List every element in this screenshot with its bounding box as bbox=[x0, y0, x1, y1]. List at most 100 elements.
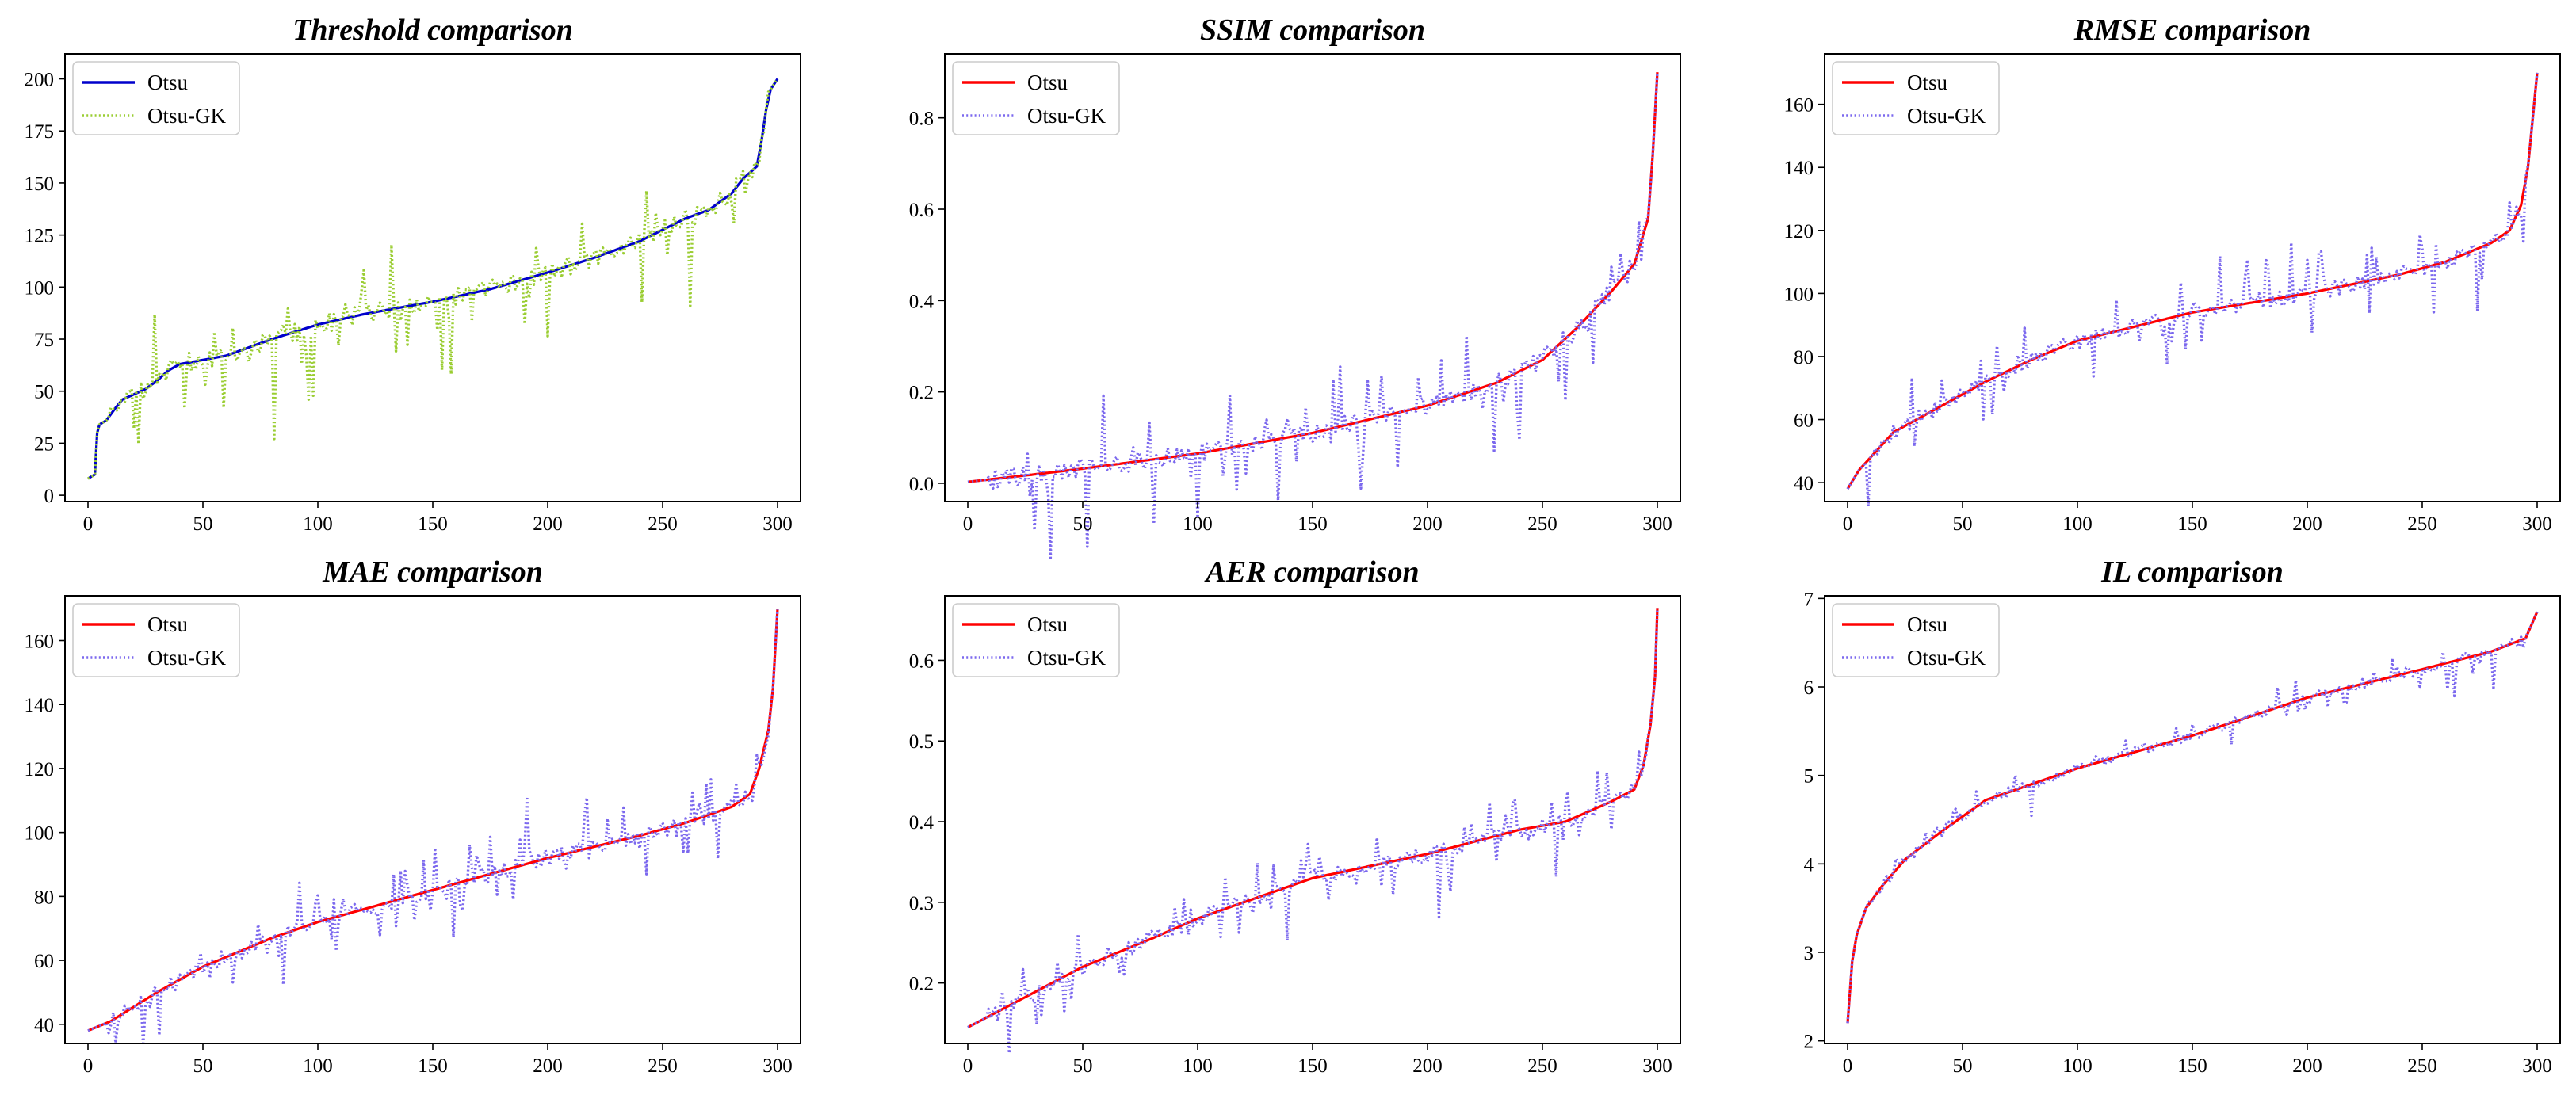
y-tick-label: 0.5 bbox=[909, 731, 934, 753]
x-tick-label: 250 bbox=[648, 513, 678, 535]
x-tick-label: 50 bbox=[193, 1055, 213, 1077]
y-tick-label: 2 bbox=[1804, 1032, 1814, 1053]
y-tick-label: 6 bbox=[1804, 677, 1814, 699]
x-tick-label: 100 bbox=[2062, 1055, 2093, 1077]
legend-label: Otsu bbox=[1027, 612, 1068, 636]
x-tick-label: 150 bbox=[2177, 1055, 2207, 1077]
x-tick-label: 200 bbox=[2292, 513, 2322, 535]
y-tick-label: 140 bbox=[1784, 158, 1814, 179]
y-tick-label: 25 bbox=[34, 433, 54, 455]
y-tick-label: 50 bbox=[34, 382, 54, 403]
x-tick-label: 50 bbox=[1953, 1055, 1973, 1077]
y-tick-label: 40 bbox=[1794, 473, 1814, 494]
x-tick-label: 300 bbox=[762, 1055, 793, 1077]
x-tick-label: 100 bbox=[303, 1055, 333, 1077]
x-tick-label: 0 bbox=[1843, 1055, 1853, 1077]
legend: Otsu Otsu-GK bbox=[952, 61, 1120, 135]
x-tick-label: 50 bbox=[1073, 1055, 1093, 1077]
legend: Otsu Otsu-GK bbox=[952, 603, 1120, 677]
legend-box bbox=[72, 61, 240, 135]
x-tick-label: 0 bbox=[963, 1055, 973, 1077]
y-tick-label: 0.8 bbox=[909, 109, 934, 130]
y-tick-label: 120 bbox=[25, 759, 55, 780]
series-line-otsu bbox=[87, 78, 779, 480]
y-tick-label: 100 bbox=[1784, 284, 1814, 305]
chart-title: AER comparison bbox=[1204, 555, 1419, 589]
x-tick-label: 0 bbox=[83, 1055, 94, 1077]
x-tick-label: 250 bbox=[1527, 513, 1557, 535]
x-tick-label: 50 bbox=[1953, 513, 1973, 535]
y-tick-label: 0.4 bbox=[909, 291, 934, 312]
x-tick-label: 150 bbox=[418, 1055, 448, 1077]
y-tick-label: 140 bbox=[25, 695, 55, 716]
y-tick-label: 40 bbox=[34, 1015, 54, 1036]
x-tick-label: 50 bbox=[193, 513, 213, 535]
chart-title: Threshold comparison bbox=[292, 13, 573, 47]
legend-label: Otsu bbox=[147, 612, 189, 636]
x-tick-label: 100 bbox=[303, 513, 333, 535]
series-line-otsu-gk bbox=[967, 72, 1659, 559]
y-tick-label: 80 bbox=[1794, 347, 1814, 368]
y-tick-label: 0 bbox=[44, 486, 55, 507]
y-tick-label: 160 bbox=[25, 631, 55, 653]
y-tick-label: 0.2 bbox=[909, 383, 934, 404]
subplot-aer: AER comparison 0 50 100 150 200 250 300 0.2 0.3 0.… bbox=[909, 555, 1681, 1077]
y-tick-label: 0.3 bbox=[909, 893, 934, 914]
y-tick-label: 4 bbox=[1804, 854, 1814, 876]
legend-label: Otsu bbox=[1027, 71, 1068, 94]
chart-title: SSIM comparison bbox=[1200, 13, 1425, 47]
legend-label: Otsu bbox=[1907, 612, 1948, 636]
y-tick-label: 100 bbox=[25, 823, 55, 845]
legend: Otsu Otsu-GK bbox=[72, 61, 240, 135]
legend-label: Otsu-GK bbox=[1907, 646, 1986, 670]
x-tick-label: 300 bbox=[1642, 1055, 1672, 1077]
series-line-otsu-gk bbox=[87, 78, 779, 480]
x-tick-label: 300 bbox=[1642, 513, 1672, 535]
y-tick-label: 7 bbox=[1804, 589, 1814, 610]
legend-box bbox=[1832, 61, 2000, 135]
x-tick-label: 250 bbox=[2407, 513, 2437, 535]
y-tick-label: 175 bbox=[25, 121, 55, 143]
series-line-otsu bbox=[1846, 72, 2539, 490]
legend-box bbox=[952, 603, 1120, 677]
subplot-ssim: SSIM comparison 0 50 100 150 200 250 300 0.0 0.2 0… bbox=[909, 13, 1681, 559]
legend-label: Otsu-GK bbox=[1907, 104, 1986, 128]
y-tick-label: 0.4 bbox=[909, 812, 934, 834]
x-tick-label: 200 bbox=[1412, 513, 1443, 535]
x-tick-label: 300 bbox=[2522, 513, 2552, 535]
chart-title: MAE comparison bbox=[322, 555, 543, 589]
x-tick-label: 0 bbox=[1843, 513, 1853, 535]
x-tick-label: 50 bbox=[1073, 513, 1093, 535]
x-tick-label: 150 bbox=[418, 513, 448, 535]
legend: Otsu Otsu-GK bbox=[1832, 61, 2000, 135]
subplot-mae: MAE comparison 0 50 100 150 200 250 300 40 60 80 10… bbox=[25, 555, 801, 1077]
legend-label: Otsu-GK bbox=[147, 104, 226, 128]
x-tick-label: 150 bbox=[1298, 513, 1328, 535]
legend: Otsu Otsu-GK bbox=[1832, 603, 2000, 677]
subplot-threshold: Threshold comparison 0 50 100 150 200 250 300 0 2… bbox=[25, 13, 801, 535]
x-tick-label: 100 bbox=[1183, 513, 1213, 535]
y-tick-label: 60 bbox=[1794, 410, 1814, 432]
legend: Otsu Otsu-GK bbox=[72, 603, 240, 677]
series-line-otsu bbox=[1846, 611, 2539, 1024]
x-tick-label: 250 bbox=[2407, 1055, 2437, 1077]
chart-title: IL comparison bbox=[2100, 555, 2284, 589]
x-tick-label: 0 bbox=[963, 513, 973, 535]
y-tick-label: 0.6 bbox=[909, 200, 934, 221]
legend-label: Otsu-GK bbox=[1027, 646, 1106, 670]
legend-box bbox=[952, 61, 1120, 135]
y-tick-label: 3 bbox=[1804, 943, 1814, 964]
y-tick-label: 150 bbox=[25, 174, 55, 195]
y-tick-label: 200 bbox=[25, 70, 55, 91]
x-tick-label: 250 bbox=[1527, 1055, 1557, 1077]
x-tick-label: 300 bbox=[2522, 1055, 2552, 1077]
x-tick-label: 0 bbox=[83, 513, 94, 535]
y-tick-label: 120 bbox=[1784, 221, 1814, 242]
x-tick-label: 150 bbox=[1298, 1055, 1328, 1077]
y-tick-label: 0.6 bbox=[909, 651, 934, 672]
x-tick-label: 250 bbox=[648, 1055, 678, 1077]
x-tick-label: 100 bbox=[1183, 1055, 1213, 1077]
y-tick-label: 60 bbox=[34, 951, 54, 972]
y-tick-label: 160 bbox=[1784, 95, 1814, 116]
x-tick-label: 100 bbox=[2062, 513, 2093, 535]
